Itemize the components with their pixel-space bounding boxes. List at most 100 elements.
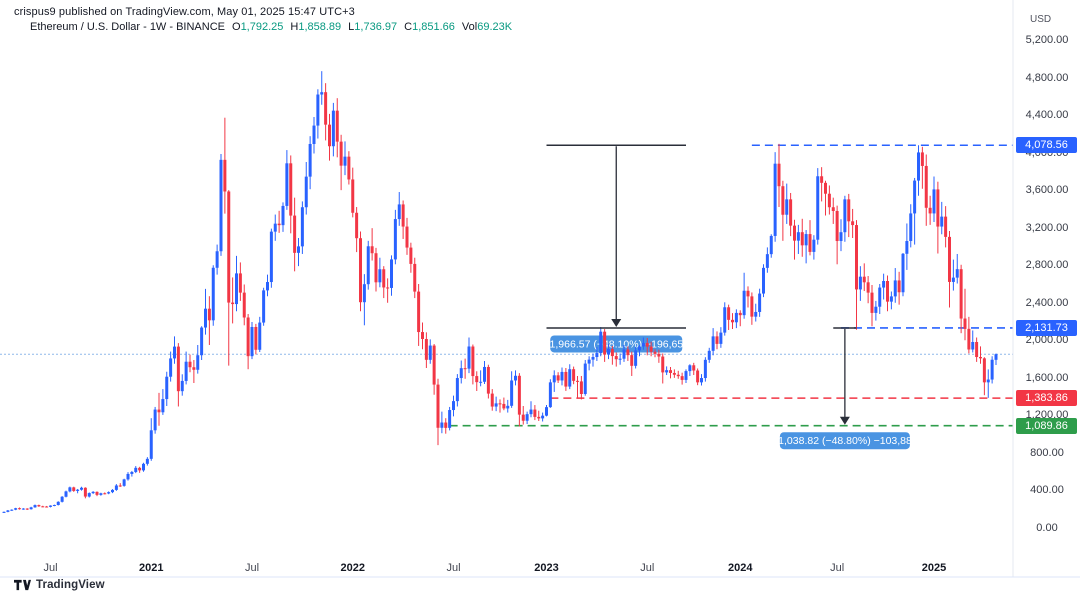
candle-body [928, 207, 932, 214]
candle-body [568, 369, 572, 387]
candle-body [661, 356, 665, 373]
candle-body [723, 307, 727, 333]
price-badge-407856: 4,078.56 [1016, 137, 1077, 154]
candle-body [324, 92, 328, 125]
price-tick-3600: 3,600.00 [1025, 184, 1069, 197]
candle-body [610, 348, 614, 357]
time-label-2021-1: 2021 [139, 562, 164, 574]
candle-body [684, 371, 688, 380]
candle-body [595, 353, 599, 358]
candle-body [514, 375, 517, 381]
candle-body [289, 163, 293, 216]
candle-body [909, 213, 913, 242]
candle-body [145, 458, 149, 464]
candle-body [60, 496, 64, 502]
candle-body [901, 253, 905, 293]
candle-body [196, 355, 200, 370]
candle-body [548, 382, 552, 408]
candle-body [738, 312, 742, 316]
candle-body [862, 276, 866, 283]
candle-body [672, 372, 676, 375]
candle-body [742, 290, 746, 316]
candle-body [204, 308, 207, 328]
price-tick-2400: 2,400.00 [1025, 296, 1069, 309]
candle-body [277, 223, 281, 226]
tradingview-watermark[interactable]: TradingView [14, 579, 105, 591]
candle-body [688, 365, 692, 372]
candle-body [734, 312, 738, 323]
candle-body [630, 355, 634, 366]
candle-body [238, 273, 242, 293]
candle-body [41, 506, 45, 508]
candle-body [777, 163, 781, 187]
price-scale[interactable]: USD 5,200.004,800.004,400.004,000.003,60… [1014, 0, 1080, 577]
candle-body [618, 358, 622, 360]
candle-body [490, 393, 494, 407]
candle-body [785, 199, 789, 215]
candle-body [405, 226, 409, 248]
candle-body [560, 371, 564, 381]
legend-field-l: L1,736.97 [348, 21, 398, 33]
candle-body [765, 254, 769, 268]
candle-body [215, 251, 219, 268]
candle-body [707, 350, 711, 360]
price-tick-400: 400.00 [1030, 484, 1064, 497]
symbol-title: Ethereum / U.S. Dollar - 1W - BINANCE [30, 21, 225, 33]
candle-body [591, 357, 595, 360]
candle-body [944, 216, 948, 237]
candle-body [897, 280, 901, 293]
candle-body [351, 179, 355, 213]
price-tick-0: 0.00 [1036, 522, 1058, 534]
candle-body [665, 370, 669, 373]
candle-body [409, 247, 413, 264]
candle-body [25, 508, 29, 510]
legend-field-o: O1,792.25 [232, 21, 284, 33]
legend-field-h: H1,858.89 [290, 21, 342, 33]
candle-body [467, 346, 471, 369]
candle-body [72, 487, 76, 491]
candle-body [258, 322, 262, 350]
measure-label-box-0 [550, 335, 683, 353]
candle-body [401, 204, 405, 227]
candle-body [219, 159, 223, 252]
time-label-Jul-4: Jul [446, 562, 461, 574]
time-label-Jul-6: Jul [640, 562, 655, 574]
candle-body [428, 345, 432, 360]
candle-body [971, 341, 975, 350]
candle-body [281, 205, 285, 226]
candle-body [607, 348, 610, 355]
candle-body [579, 381, 583, 394]
candle-body [545, 407, 548, 416]
candle-body [444, 422, 448, 428]
candle-body [603, 331, 607, 355]
candle-body [56, 501, 60, 506]
candle-body [417, 291, 421, 333]
candle-body [192, 367, 196, 370]
candle-body [874, 306, 878, 313]
candle-body [525, 414, 529, 421]
time-label-2022-3: 2022 [340, 562, 365, 574]
candle-body [45, 506, 49, 508]
price-tick-4400: 4,400.00 [1025, 109, 1069, 122]
candle-body [727, 307, 731, 320]
price-tick-2800: 2,800.00 [1025, 259, 1069, 272]
candle-body [796, 232, 800, 241]
price-tick-800: 800.00 [1030, 446, 1064, 459]
candle-body [235, 273, 238, 305]
candle-body [556, 375, 560, 381]
time-scale[interactable]: Jul 2021 Jul 2022 Jul 2023 Jul 2024 Jul 2025 [0, 558, 1014, 578]
candle-body [936, 189, 940, 227]
candle-body [80, 487, 83, 490]
candle-body [638, 346, 641, 351]
candle-body [455, 378, 459, 402]
candle-body [951, 277, 955, 282]
candle-body [793, 225, 796, 241]
candle-body [533, 409, 537, 417]
candle-body [564, 371, 568, 387]
candle-body [107, 492, 111, 494]
candle-body [173, 346, 176, 359]
candle-body [331, 110, 335, 147]
candle-body [149, 430, 153, 459]
